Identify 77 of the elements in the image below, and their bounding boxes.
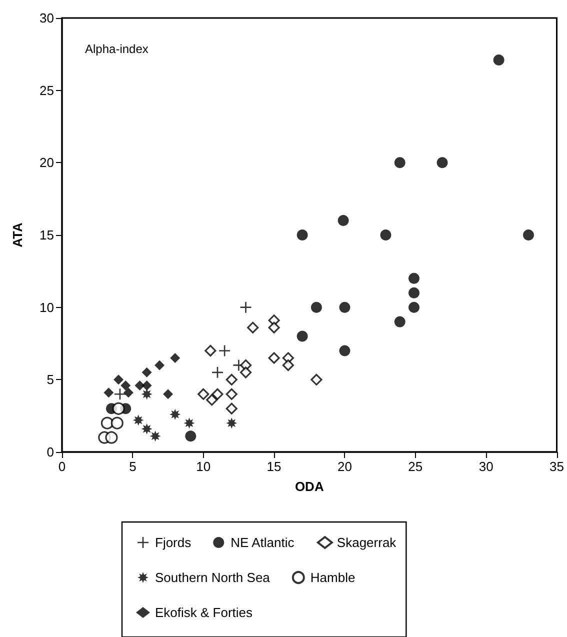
point <box>206 394 218 406</box>
y-tick-label: 15 <box>40 228 54 242</box>
y-tick-label: 10 <box>40 300 54 315</box>
point <box>240 366 252 378</box>
point <box>120 380 131 390</box>
point <box>394 157 406 168</box>
point <box>123 388 134 398</box>
point <box>204 344 216 357</box>
point <box>240 302 252 313</box>
y-tick-label: 30 <box>40 10 54 26</box>
point <box>110 416 124 430</box>
point <box>339 302 350 313</box>
point <box>408 287 420 298</box>
y-tick-label: 25 <box>40 82 54 98</box>
x-tick-label: 5 <box>129 459 136 474</box>
y-tick-label: 20 <box>40 155 54 170</box>
point <box>394 316 406 328</box>
point <box>296 330 308 342</box>
legend-label: NE Atlantic <box>230 535 295 550</box>
point <box>380 230 392 240</box>
point <box>408 302 420 313</box>
point <box>141 388 152 400</box>
point <box>310 302 322 313</box>
point <box>268 322 280 334</box>
point <box>132 414 144 426</box>
point <box>226 418 238 429</box>
point <box>154 360 165 370</box>
x-tick-label: 35 <box>550 459 564 474</box>
y-tick-label: 0 <box>46 444 54 460</box>
x-axis-title: ODA <box>294 479 324 494</box>
point <box>142 367 152 378</box>
point <box>523 230 534 240</box>
point <box>104 388 114 398</box>
x-tick-label: 20 <box>337 459 352 474</box>
point <box>212 388 224 400</box>
x-tick-label: 10 <box>196 459 211 474</box>
point <box>114 374 124 385</box>
point <box>219 345 230 356</box>
point <box>268 352 280 364</box>
point <box>184 418 195 429</box>
point <box>493 54 504 66</box>
point <box>282 359 294 371</box>
point <box>170 408 181 420</box>
y-axis-title: ATA <box>10 222 25 248</box>
legend-label: Hamble <box>310 570 356 585</box>
point <box>226 402 238 414</box>
point <box>105 431 118 444</box>
legend-label: Southern North Sea <box>155 570 271 585</box>
point <box>141 423 152 434</box>
point <box>310 374 322 386</box>
point <box>142 380 152 390</box>
annotation: Alpha-index <box>85 42 148 56</box>
x-tick-label: 15 <box>266 459 282 474</box>
point <box>226 388 238 400</box>
point <box>198 388 210 400</box>
point <box>163 389 174 400</box>
point <box>100 416 114 430</box>
x-tick-label: 25 <box>408 459 423 474</box>
y-tick-label: 5 <box>46 372 54 388</box>
legend-label: Skagerrak <box>336 535 397 550</box>
x-tick-label: 0 <box>58 459 66 474</box>
point <box>114 388 126 400</box>
legend-label: Fjords <box>155 535 192 550</box>
point <box>170 352 180 363</box>
point <box>339 345 350 356</box>
point <box>150 430 161 442</box>
point <box>408 272 420 284</box>
point <box>185 430 196 442</box>
legend-label: Ekofisk & Forties <box>155 605 254 620</box>
point <box>247 322 259 334</box>
x-tick-label: 30 <box>478 459 494 474</box>
point <box>436 157 448 168</box>
point <box>226 374 238 386</box>
point <box>134 380 145 390</box>
point <box>112 402 125 415</box>
point <box>296 230 308 240</box>
point <box>338 215 349 226</box>
